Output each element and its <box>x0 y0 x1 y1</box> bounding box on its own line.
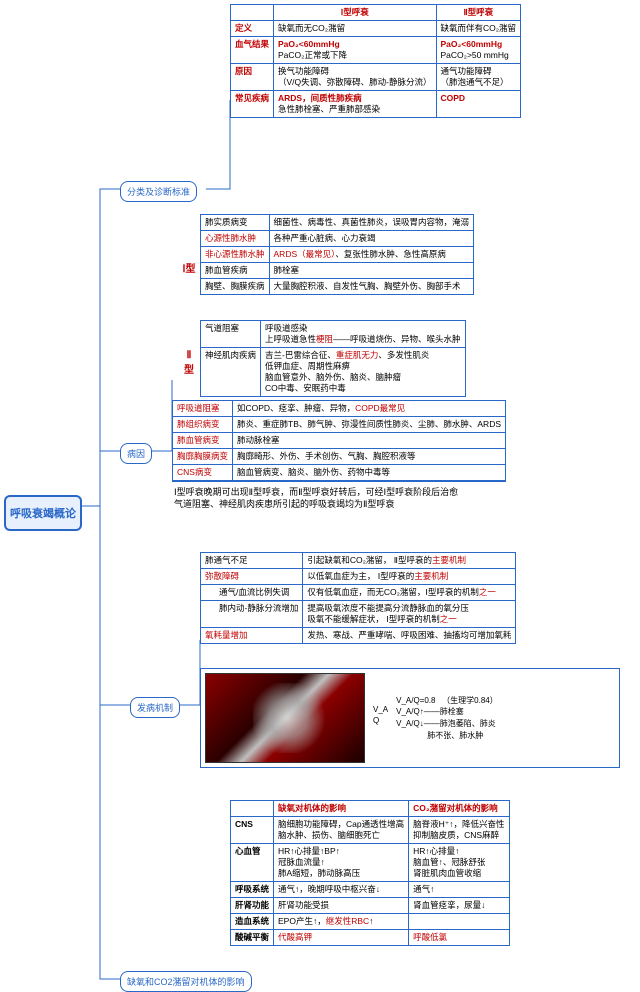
branch-pathogenesis: 发病机制 <box>130 697 180 718</box>
etiology-note: Ⅰ型呼衰晚期可出现Ⅱ型呼衰，而Ⅱ型呼衰好转后，可经Ⅰ型呼衰阶段后治愈 气道阻塞、… <box>172 481 506 514</box>
alveoli-image <box>205 673 365 763</box>
type1-label: Ⅰ型 <box>182 260 196 275</box>
table-etiology-general: 呼吸道阻塞如COPD、痉挛、肿瘤、异物，COPD最常见肺组织病变肺炎、重症肺TB… <box>172 400 506 515</box>
table-etiology-type2: 气道阻塞呼吸道感染上呼吸道急性梗阻——呼吸道烧伤、异物、喉头水肿神经肌肉疾病吉兰… <box>200 320 466 397</box>
branch-etiology: 病因 <box>120 443 152 464</box>
table-pathogenesis: 肺通气不足引起缺氧和CO₂潴留， Ⅱ型呼衰的主要机制弥散障碍以低氧血症为主， Ⅰ… <box>200 552 516 644</box>
branch-classification: 分类及诊断标准 <box>120 181 197 202</box>
table-effects: 缺氧对机体的影响CO₂潴留对机体的影响CNS脑细胞功能障碍，Cap通透性增高脑水… <box>230 800 510 946</box>
pathogenesis-figure: V_A Q V_A/Q=0.8 （生理学0.84） V_A/Q↑——肺栓塞 V_… <box>200 668 620 768</box>
branch-effects: 缺氧和CO2潴留对机体的影响 <box>120 971 252 992</box>
table-classification: Ⅰ型呼衰Ⅱ型呼衰定义缺氧而无CO₂潴留缺氧而伴有CO₂潴留血气结果PaO₂<60… <box>230 4 521 118</box>
root-node: 呼吸衰竭概论 <box>4 495 82 531</box>
type2-label: Ⅱ型 <box>182 350 196 376</box>
table-etiology-type1: 肺实质病变细菌性、病毒性、真菌性肺炎，误吸胃内容物，淹溺心源性肺水肿各种严重心脏… <box>200 214 474 295</box>
